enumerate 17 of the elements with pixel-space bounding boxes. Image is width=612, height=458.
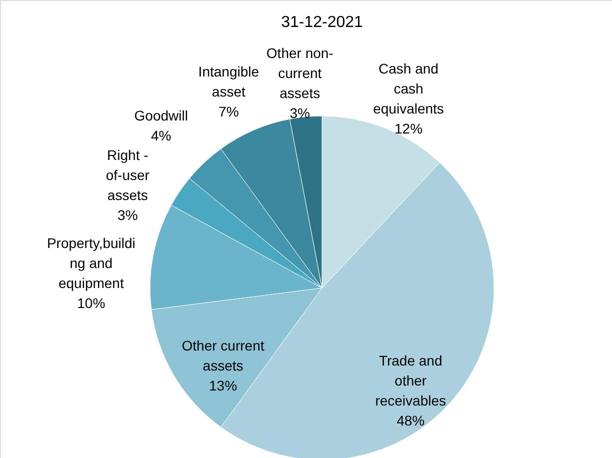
data-label: 4% xyxy=(151,128,172,144)
slice-label: Trade and other receivables xyxy=(375,352,446,408)
data-label: 7% xyxy=(218,103,239,120)
slice-label: Right - of-user assets xyxy=(106,146,150,203)
data-label: 12% xyxy=(394,120,423,137)
slice-label: Other current assets xyxy=(182,338,264,374)
slice-label: Intangible asset xyxy=(198,63,260,100)
data-label: 10% xyxy=(77,294,106,311)
slice-label: Goodwill xyxy=(134,108,188,124)
data-label: 48% xyxy=(396,412,425,428)
data-label: 3% xyxy=(290,105,310,122)
slice-label: Other non- current assets xyxy=(266,45,334,102)
chart-title: 31-12-2021 xyxy=(281,14,364,31)
data-label: 3% xyxy=(118,206,138,223)
data-label: 13% xyxy=(209,378,238,394)
slice-label: Property,buildi ng and equipment xyxy=(46,234,136,291)
slice-label: Cash and cash equivalents xyxy=(373,60,444,117)
